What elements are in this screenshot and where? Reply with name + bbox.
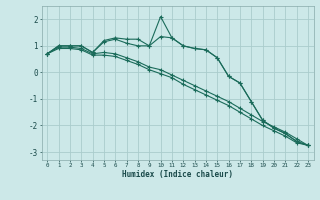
X-axis label: Humidex (Indice chaleur): Humidex (Indice chaleur) (122, 170, 233, 179)
